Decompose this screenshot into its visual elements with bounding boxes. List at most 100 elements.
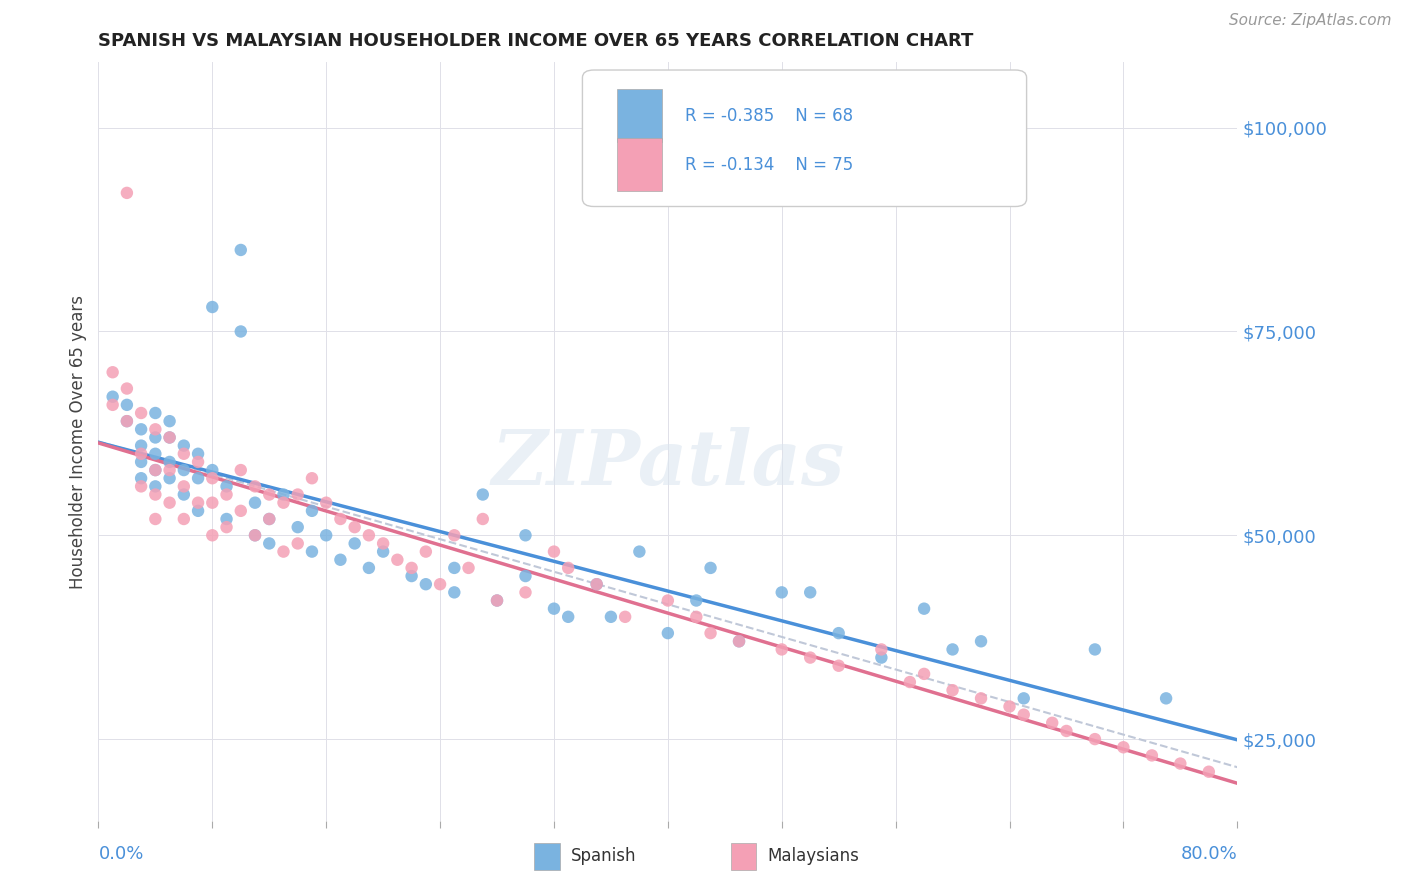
Point — [600, 610, 623, 624]
Point — [159, 455, 181, 469]
Point — [942, 642, 965, 657]
Point — [145, 447, 167, 461]
Point — [515, 528, 537, 542]
Point — [515, 569, 537, 583]
Point — [243, 528, 266, 542]
Point — [728, 634, 751, 648]
Point — [1012, 707, 1035, 722]
Point — [912, 601, 935, 615]
Point — [101, 390, 124, 404]
Point — [471, 487, 494, 501]
Point — [898, 675, 921, 690]
FancyBboxPatch shape — [582, 70, 1026, 207]
Point — [628, 544, 651, 558]
Point — [357, 528, 380, 542]
Point — [970, 634, 993, 648]
Point — [243, 479, 266, 493]
Point — [129, 422, 152, 436]
Point — [415, 544, 437, 558]
Point — [101, 398, 124, 412]
Point — [115, 414, 138, 428]
Point — [543, 601, 565, 615]
Point — [159, 414, 181, 428]
Point — [770, 642, 793, 657]
Point — [259, 536, 281, 550]
Point — [329, 553, 352, 567]
Point — [129, 455, 152, 469]
Point — [173, 512, 195, 526]
Point — [828, 626, 851, 640]
Point — [259, 487, 281, 501]
Text: R = -0.385    N = 68: R = -0.385 N = 68 — [685, 106, 853, 125]
Point — [215, 520, 238, 534]
Point — [828, 658, 851, 673]
Point — [145, 463, 167, 477]
Point — [187, 504, 209, 518]
Point — [273, 544, 295, 558]
Point — [515, 585, 537, 599]
Point — [229, 504, 252, 518]
Point — [273, 487, 295, 501]
Point — [685, 593, 707, 607]
Point — [1112, 740, 1135, 755]
Point — [159, 430, 181, 444]
Point — [728, 634, 751, 648]
Point — [301, 504, 323, 518]
Point — [315, 496, 337, 510]
Text: 80.0%: 80.0% — [1181, 845, 1237, 863]
Point — [373, 536, 395, 550]
Point — [159, 471, 181, 485]
Point — [243, 528, 266, 542]
Point — [585, 577, 607, 591]
Point — [145, 406, 167, 420]
Point — [145, 479, 167, 493]
Point — [201, 471, 224, 485]
Point — [173, 487, 195, 501]
Point — [429, 577, 451, 591]
Point — [201, 496, 224, 510]
Point — [443, 561, 465, 575]
Point — [357, 561, 380, 575]
Point — [229, 243, 252, 257]
Point — [471, 512, 494, 526]
Point — [159, 463, 181, 477]
Point — [229, 325, 252, 339]
Point — [685, 610, 707, 624]
Point — [115, 382, 138, 396]
Point — [401, 561, 423, 575]
Point — [912, 666, 935, 681]
Point — [101, 365, 124, 379]
Point — [1056, 723, 1078, 738]
Point — [1084, 732, 1107, 747]
Point — [259, 512, 281, 526]
Point — [543, 544, 565, 558]
Point — [870, 650, 893, 665]
Point — [1198, 764, 1220, 779]
Point — [770, 585, 793, 599]
Text: SPANISH VS MALAYSIAN HOUSEHOLDER INCOME OVER 65 YEARS CORRELATION CHART: SPANISH VS MALAYSIAN HOUSEHOLDER INCOME … — [98, 32, 974, 50]
Point — [229, 463, 252, 477]
Point — [145, 422, 167, 436]
Point — [129, 479, 152, 493]
Point — [201, 300, 224, 314]
Point — [1084, 642, 1107, 657]
Point — [187, 471, 209, 485]
Point — [614, 610, 637, 624]
Point — [970, 691, 993, 706]
Point — [1040, 715, 1063, 730]
Point — [173, 447, 195, 461]
Point — [699, 561, 721, 575]
Point — [1012, 691, 1035, 706]
Point — [187, 496, 209, 510]
Point — [173, 439, 195, 453]
Point — [201, 463, 224, 477]
Point — [699, 626, 721, 640]
Point — [329, 512, 352, 526]
Point — [799, 650, 821, 665]
Point — [159, 430, 181, 444]
Point — [129, 406, 152, 420]
Text: R = -0.134    N = 75: R = -0.134 N = 75 — [685, 156, 853, 174]
Point — [287, 536, 309, 550]
Point — [243, 496, 266, 510]
Point — [287, 487, 309, 501]
